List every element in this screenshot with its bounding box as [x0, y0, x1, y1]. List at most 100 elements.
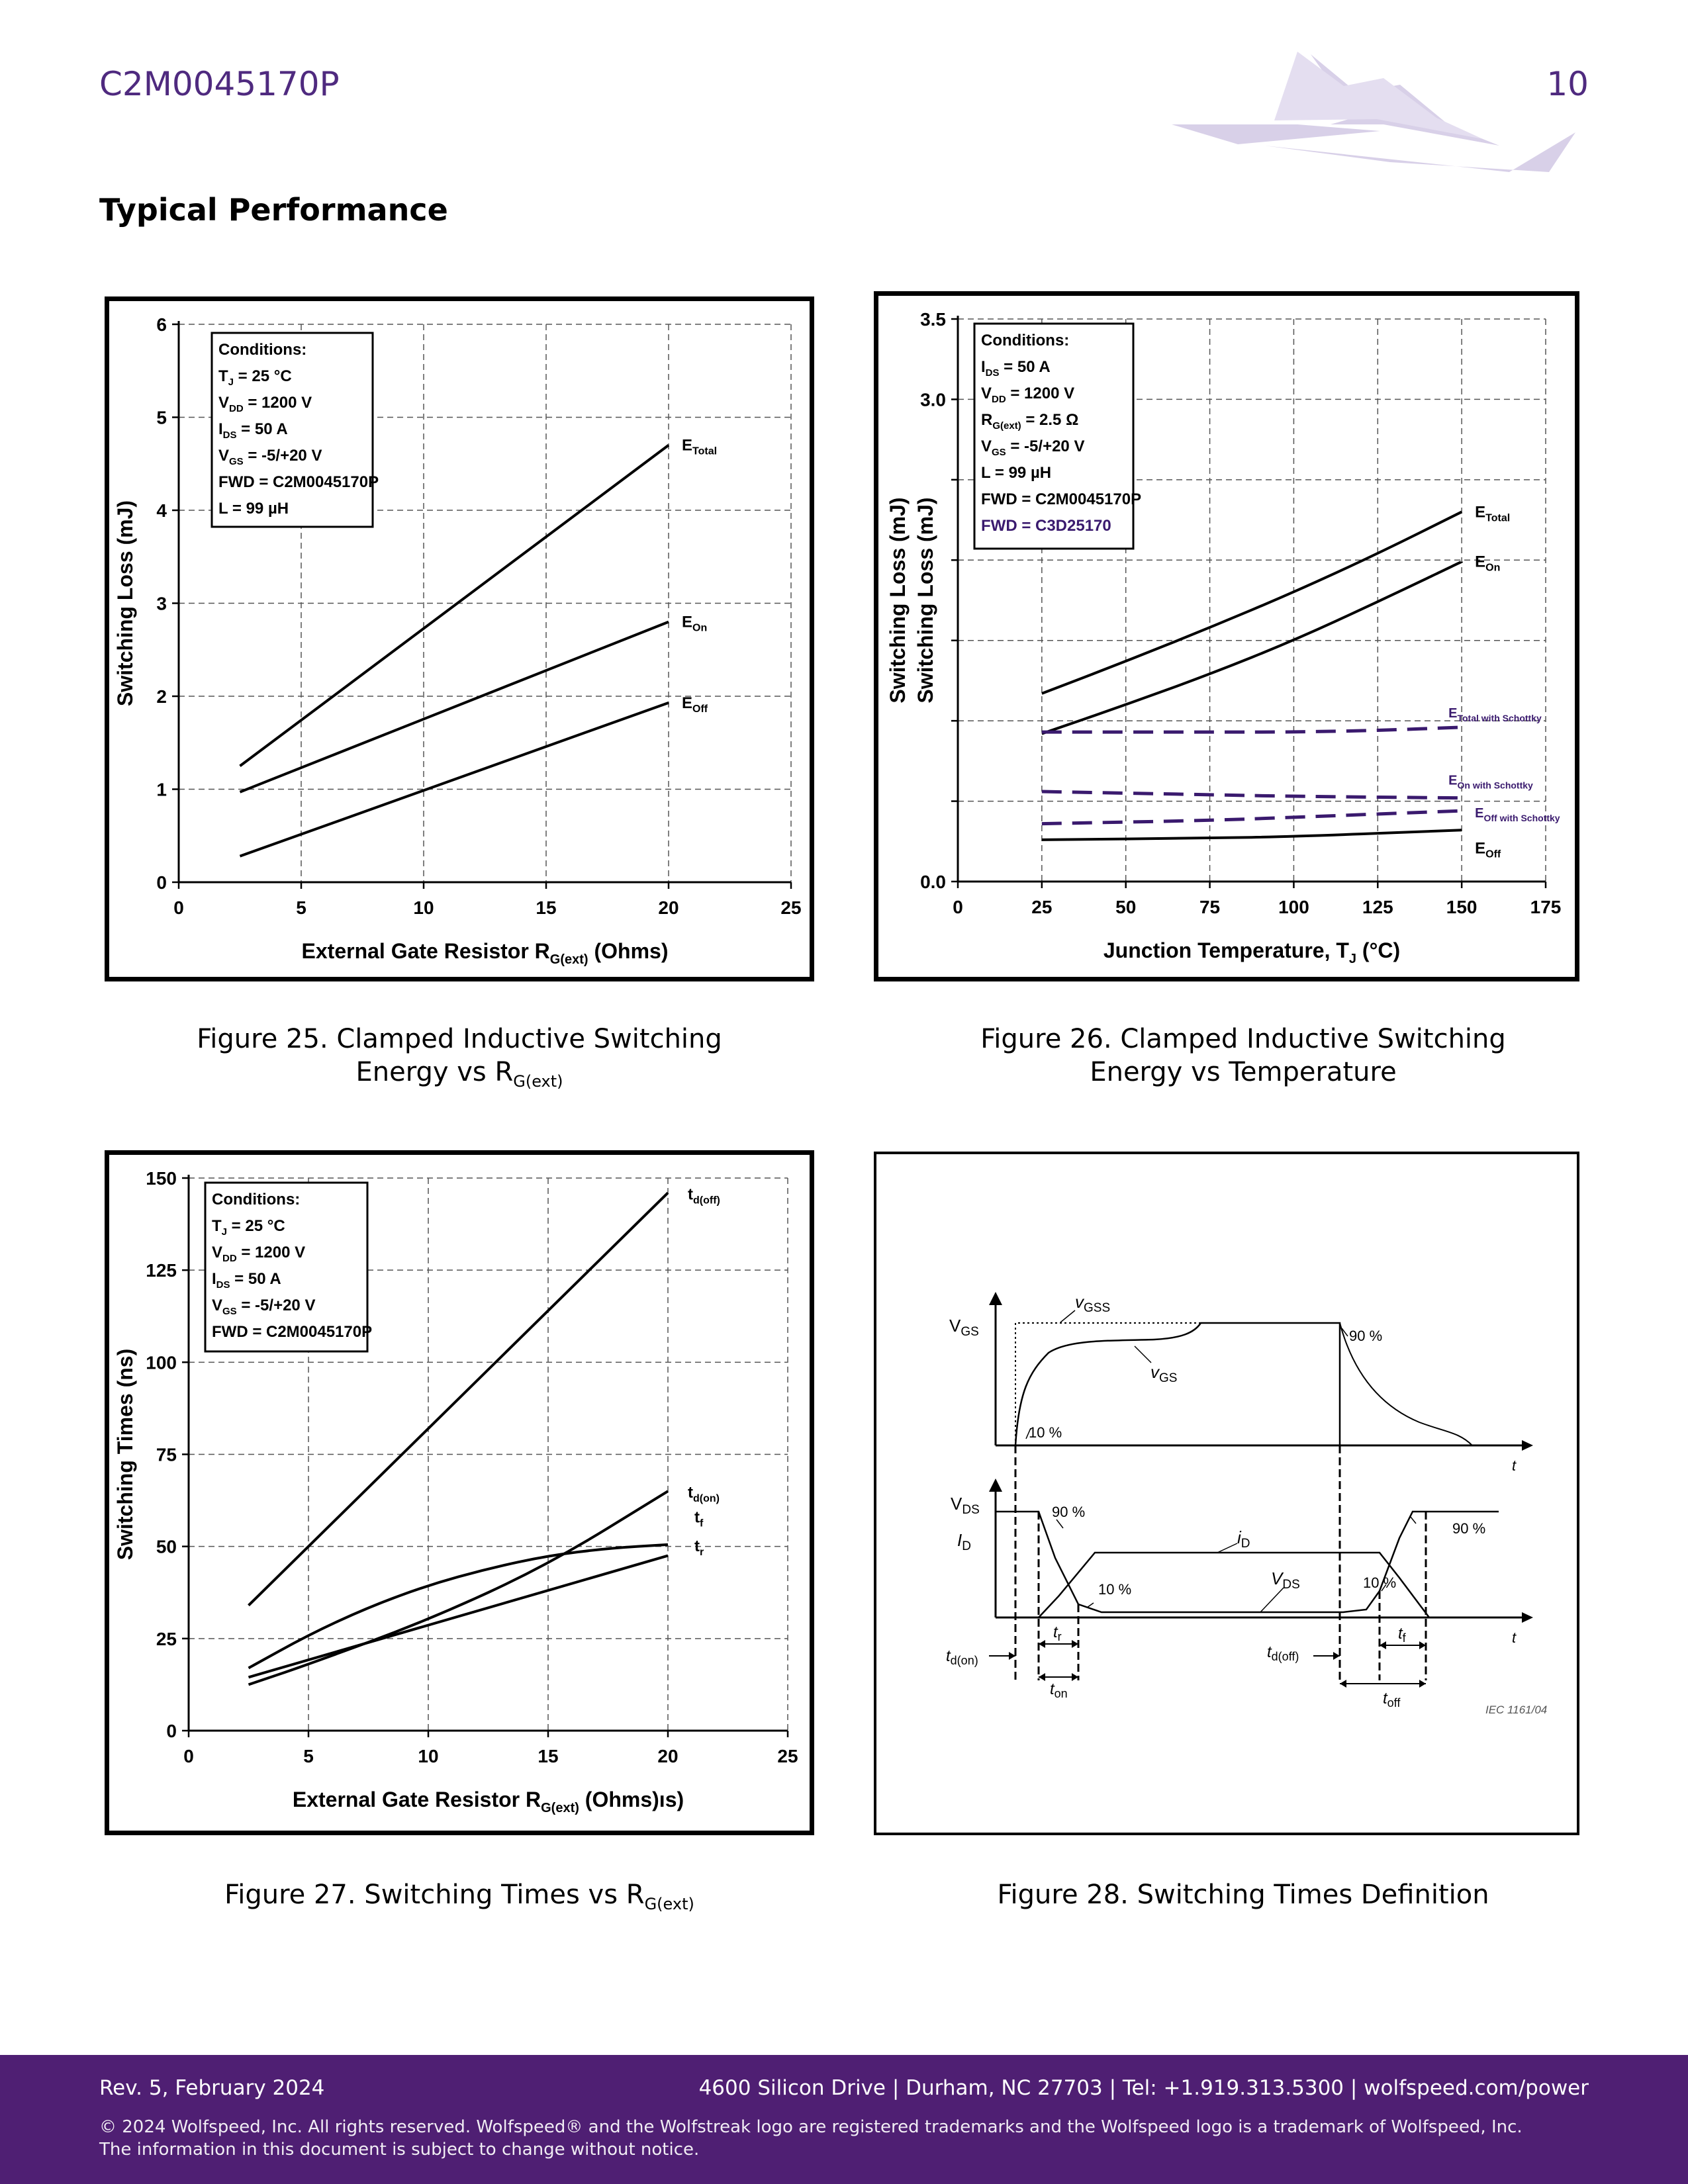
x-tick-label: 50	[1115, 897, 1136, 917]
page-number: 10	[1546, 65, 1589, 103]
y-tick-label: 100	[146, 1352, 177, 1373]
revision-text: Rev. 5, February 2024	[99, 2076, 325, 2100]
condition-line: FWD = C2M0045170P	[218, 473, 379, 491]
y-tick-label: 5	[156, 408, 167, 428]
x-tick-label: 100	[1278, 897, 1309, 917]
series-label: tr	[694, 1537, 704, 1558]
y-tick-label: 0	[166, 1721, 177, 1741]
caption-line-1: Figure 25. Clamped Inductive Switching	[197, 1024, 722, 1054]
x-tick-label: 125	[1362, 897, 1393, 917]
figure-25-caption: Figure 25. Clamped Inductive Switching E…	[95, 1023, 823, 1098]
condition-line: VDD = 1200 V	[218, 394, 312, 414]
t-axis-top: t	[1512, 1457, 1517, 1474]
condition-line: RG(ext) = 2.5 Ω	[981, 411, 1078, 432]
caption-line-1: Figure 27. Switching Times vs RG(ext)	[224, 1880, 694, 1913]
x-tick-label: 15	[536, 897, 556, 918]
series-label: EOff with Schottky	[1475, 806, 1560, 823]
caption-line-2: Energy vs Temperature	[1090, 1057, 1397, 1087]
caption-line-2: Energy vs RG(ext)	[355, 1057, 563, 1091]
figure-27-caption: Figure 27. Switching Times vs RG(ext)	[95, 1878, 823, 1921]
t-axis-bottom: t	[1512, 1629, 1517, 1646]
y-tick-label: 150	[146, 1168, 177, 1189]
series-line	[248, 1490, 669, 1686]
y-tick-label: 4	[156, 500, 167, 521]
x-axis-title: External Gate Resistor RG(ext) (Ohms)ıs)	[293, 1788, 684, 1815]
y-tick-label: 6	[156, 314, 167, 335]
x-tick-label: 0	[173, 897, 184, 918]
figure-26-chart: 0 25 50 75 100 125 150 175 0.0 3.0 3.5 Junction Tem…	[874, 291, 1579, 981]
series-line	[239, 444, 670, 767]
x-tick-label: 150	[1446, 897, 1477, 917]
section-title: Typical Performance	[99, 192, 448, 228]
pct-90-left: 90 %	[1052, 1504, 1085, 1520]
copyright-notice: © 2024 Wolfspeed, Inc. All rights reserv…	[99, 2117, 1523, 2160]
y-tick-label: 0	[156, 872, 167, 893]
series-line	[239, 701, 669, 858]
tf-label: tf	[1398, 1625, 1407, 1645]
switching-times-diagram: VGS vGSS vGS 90 % 10 % t VDS ID iD VDS 9…	[946, 1292, 1547, 1716]
y-tick-label: 25	[156, 1629, 177, 1649]
y-tick-label: 125	[146, 1260, 177, 1281]
vgs-axis-label: VGS	[949, 1316, 979, 1339]
figure-27-chart: 0 5 10 15 20 25 0 25 50 75 100 125 150 External Gate …	[105, 1150, 814, 1835]
y-tick-label: 3.0	[920, 389, 946, 410]
condition-line: Conditions:	[218, 341, 306, 359]
x-tick-label: 5	[303, 1746, 314, 1766]
vgs-curve-label: vGS	[1150, 1362, 1177, 1385]
caption-line-1: Figure 28. Switching Times Definition	[997, 1880, 1489, 1910]
condition-line: TJ = 25 °C	[218, 367, 292, 388]
series-label: tf	[694, 1509, 704, 1529]
series-label: ETotal	[1475, 503, 1510, 523]
condition-line: VDD = 1200 V	[981, 385, 1074, 405]
condition-line: VGS = -5/+20 V	[981, 437, 1084, 458]
series-label: ETotal with Schottky	[1448, 706, 1542, 723]
toff-label: toff	[1383, 1690, 1401, 1709]
condition-line: IDS = 50 A	[218, 420, 288, 441]
x-tick-label: 10	[418, 1746, 438, 1766]
series-line	[1041, 560, 1463, 735]
conditions-box	[204, 1181, 369, 1353]
series-label: EOn	[682, 614, 707, 634]
figure-26-caption: Figure 26. Clamped Inductive Switching E…	[879, 1023, 1607, 1089]
y-axis-title: Switching Loss (mJ)	[886, 497, 910, 703]
series-line	[1041, 809, 1462, 826]
x-axis-title: Junction Temperature, TJ (°C)	[1103, 938, 1400, 966]
x-tick-label: 10	[413, 897, 434, 918]
part-number: C2M0045170P	[99, 65, 340, 103]
pct-10-top: 10 %	[1029, 1424, 1062, 1441]
tr-label: tr	[1053, 1623, 1062, 1643]
page-footer: Rev. 5, February 2024 4600 Silicon Drive…	[0, 2055, 1688, 2184]
tdon-label: td(on)	[946, 1647, 978, 1667]
x-tick-label: 25	[1031, 897, 1052, 917]
y-tick-label: 2	[156, 686, 167, 707]
chart-27-svg: 0 5 10 15 20 25 0 25 50 75 100 125 150 External Gate …	[113, 1168, 798, 1815]
x-tick-label: 20	[658, 897, 679, 918]
y-tick-label: 3.5	[920, 309, 946, 330]
condition-line: FWD = C3D25170	[981, 517, 1111, 535]
y-axis-title-2: Switching Loss (mJ)	[914, 497, 937, 703]
condition-line: VDD = 1200 V	[212, 1244, 305, 1264]
series-line	[1041, 829, 1462, 841]
x-tick-label: 0	[183, 1746, 194, 1766]
x-tick-label: 25	[777, 1746, 798, 1766]
id-curve-label: iD	[1237, 1527, 1250, 1551]
figure-25-chart: 0 5 10 15 20 25 0 1 2 3 4 5 6 External Gate Resistor …	[105, 296, 814, 981]
series-label: EOff	[682, 694, 708, 715]
x-tick-label: 15	[538, 1746, 558, 1766]
series-label: td(on)	[688, 1484, 720, 1504]
series-label: td(off)	[688, 1185, 720, 1206]
condition-line: Conditions:	[981, 332, 1069, 349]
series-line	[248, 1191, 669, 1607]
series-line	[1041, 725, 1462, 734]
x-axis-title: External Gate Resistor RG(ext) (Ohms)	[302, 939, 669, 967]
y-axis-title: Switching Times (ns)	[113, 1349, 137, 1560]
pct-10-right: 10 %	[1363, 1574, 1396, 1591]
series-line	[239, 620, 669, 794]
y-axis-title: Switching Loss (mJ)	[113, 500, 137, 706]
ton-label: ton	[1050, 1680, 1068, 1700]
vgss-label: vGSS	[1075, 1292, 1110, 1315]
condition-line: VGS = -5/+20 V	[218, 447, 322, 467]
id-axis-label: ID	[957, 1530, 971, 1553]
series-line	[1041, 790, 1462, 800]
series-line	[1041, 510, 1463, 695]
